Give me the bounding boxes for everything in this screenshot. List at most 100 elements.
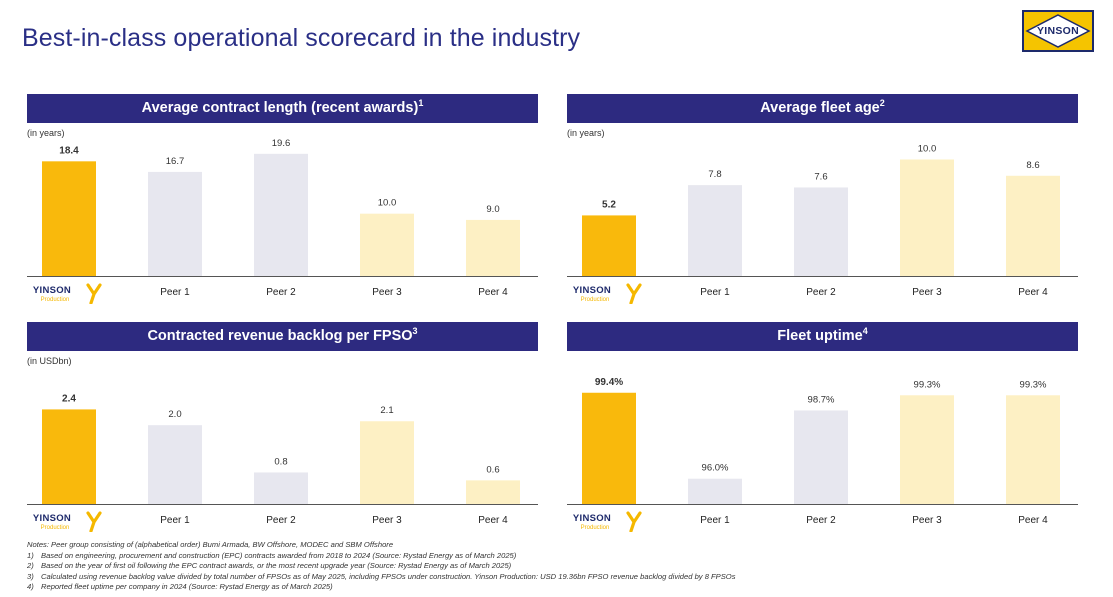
data-label: 2.4	[62, 393, 76, 404]
footnote-3: 3) Calculated using revenue backlog value…	[27, 572, 1087, 583]
category-label: Peer 2	[806, 287, 836, 298]
data-label: 8.6	[1026, 160, 1039, 171]
data-label: 19.6	[272, 138, 291, 149]
bar-peer-2	[794, 410, 848, 504]
panel-title: Average contract length (recent awards)	[141, 100, 419, 116]
bar-yinson	[582, 392, 636, 504]
bar-peer-1	[688, 478, 742, 504]
panel-revenue-backlog: Contracted revenue backlog per FPSO3 (in…	[27, 322, 538, 532]
footnote-ref: 1	[418, 98, 424, 109]
category-label-sub: Production	[581, 525, 610, 531]
data-label: 2.0	[168, 409, 181, 420]
panel-header: Contracted revenue backlog per FPSO3	[27, 322, 538, 351]
category-label-main: YINSON	[573, 513, 611, 524]
footnote-1: 1) Based on engineering, procurement and …	[27, 551, 1087, 562]
data-label: 10.0	[918, 143, 937, 154]
bar-peer-3	[900, 395, 954, 504]
category-label-main: YINSON	[573, 285, 611, 296]
bar-peer-3	[900, 159, 954, 276]
category-label: Peer 4	[1018, 287, 1048, 298]
category-label: Peer 3	[912, 515, 942, 526]
data-label: 98.7%	[808, 394, 835, 405]
category-label: Peer 2	[266, 515, 296, 526]
category-label: Peer 4	[478, 515, 508, 526]
data-label: 0.6	[486, 464, 499, 475]
category-label: Peer 3	[372, 287, 402, 298]
data-label: 99.3%	[914, 379, 941, 390]
footnote-text: Based on engineering, procurement and co…	[41, 550, 517, 560]
panel-fleet-age: Average fleet age2 (in years) 5.2 YINSON P…	[567, 94, 1078, 304]
category-label: Peer 4	[478, 287, 508, 298]
yinson-y-icon	[86, 511, 102, 532]
bar-peer-1	[148, 171, 202, 276]
panel-fleet-uptime: Fleet uptime4 99.4% YINSON Production 96.0%…	[567, 322, 1078, 532]
panel-contract-length: Average contract length (recent awards)1…	[27, 94, 538, 304]
data-label: 2.1	[380, 405, 393, 416]
panel-header: Average fleet age2	[567, 94, 1078, 123]
category-label-main: YINSON	[33, 285, 71, 296]
data-label: 7.6	[814, 171, 827, 182]
data-label: 9.0	[486, 204, 499, 215]
category-label: Peer 3	[372, 515, 402, 526]
logo-diamond-icon	[1025, 14, 1091, 48]
bar-peer-4	[1006, 175, 1060, 276]
footnote-2: 2) Based on the year of first oil followi…	[27, 561, 1087, 572]
footnote-text: Based on the year of first oil following…	[41, 561, 512, 571]
panel-title: Fleet uptime	[777, 328, 863, 344]
footnote-number: 1)	[27, 550, 34, 560]
data-label: 99.4%	[595, 377, 623, 388]
panel-header: Fleet uptime4	[567, 322, 1078, 351]
bar-yinson	[42, 409, 96, 504]
bar-yinson	[42, 161, 96, 276]
bar-yinson	[582, 215, 636, 276]
bar-peer-3	[360, 213, 414, 276]
data-label: 16.7	[166, 156, 185, 167]
page-title: Best-in-class operational scorecard in t…	[22, 24, 581, 52]
footnote-ref: 4	[862, 326, 868, 337]
bar-peer-3	[360, 421, 414, 504]
bar-peer-4	[466, 480, 520, 504]
footnote-number: 2)	[27, 561, 34, 571]
bar-peer-4	[466, 219, 520, 276]
data-label: 5.2	[602, 199, 616, 210]
panel-title: Contracted revenue backlog per FPSO	[147, 328, 413, 344]
bar-peer-2	[254, 153, 308, 276]
footnote-ref: 3	[412, 326, 418, 337]
bar-peer-2	[254, 472, 308, 504]
category-label: Peer 4	[1018, 515, 1048, 526]
data-label: 7.8	[708, 169, 721, 180]
footnote-number: 4)	[27, 582, 34, 592]
category-label: Peer 2	[266, 287, 296, 298]
bar-peer-4	[1006, 395, 1060, 504]
footnote-text: Reported fleet uptime per company in 202…	[41, 582, 333, 592]
yinson-y-icon	[626, 511, 642, 532]
data-label: 99.3%	[1020, 379, 1047, 390]
unit-label: (in years)	[27, 128, 65, 138]
category-label-sub: Production	[41, 525, 70, 531]
bar-peer-1	[688, 185, 742, 276]
unit-label: (in USDbn)	[27, 356, 72, 366]
category-label: Peer 1	[700, 515, 730, 526]
category-label: Peer 1	[700, 287, 730, 298]
category-label: Peer 1	[160, 515, 190, 526]
logo-text: YINSON	[1036, 25, 1080, 37]
yinson-y-icon	[626, 283, 642, 304]
data-label: 18.4	[59, 145, 79, 156]
unit-label: (in years)	[567, 128, 605, 138]
yinson-y-icon	[86, 283, 102, 304]
bar-peer-1	[148, 425, 202, 504]
footnote-ref: 2	[879, 98, 885, 109]
category-label: Peer 1	[160, 287, 190, 298]
footnotes: Notes: Peer group consisting of (alphabe…	[27, 540, 1087, 593]
data-label: 10.0	[378, 198, 397, 209]
category-label-sub: Production	[41, 297, 70, 303]
footnote-text: Calculated using revenue backlog value d…	[41, 571, 736, 581]
category-label: Peer 3	[912, 287, 942, 298]
